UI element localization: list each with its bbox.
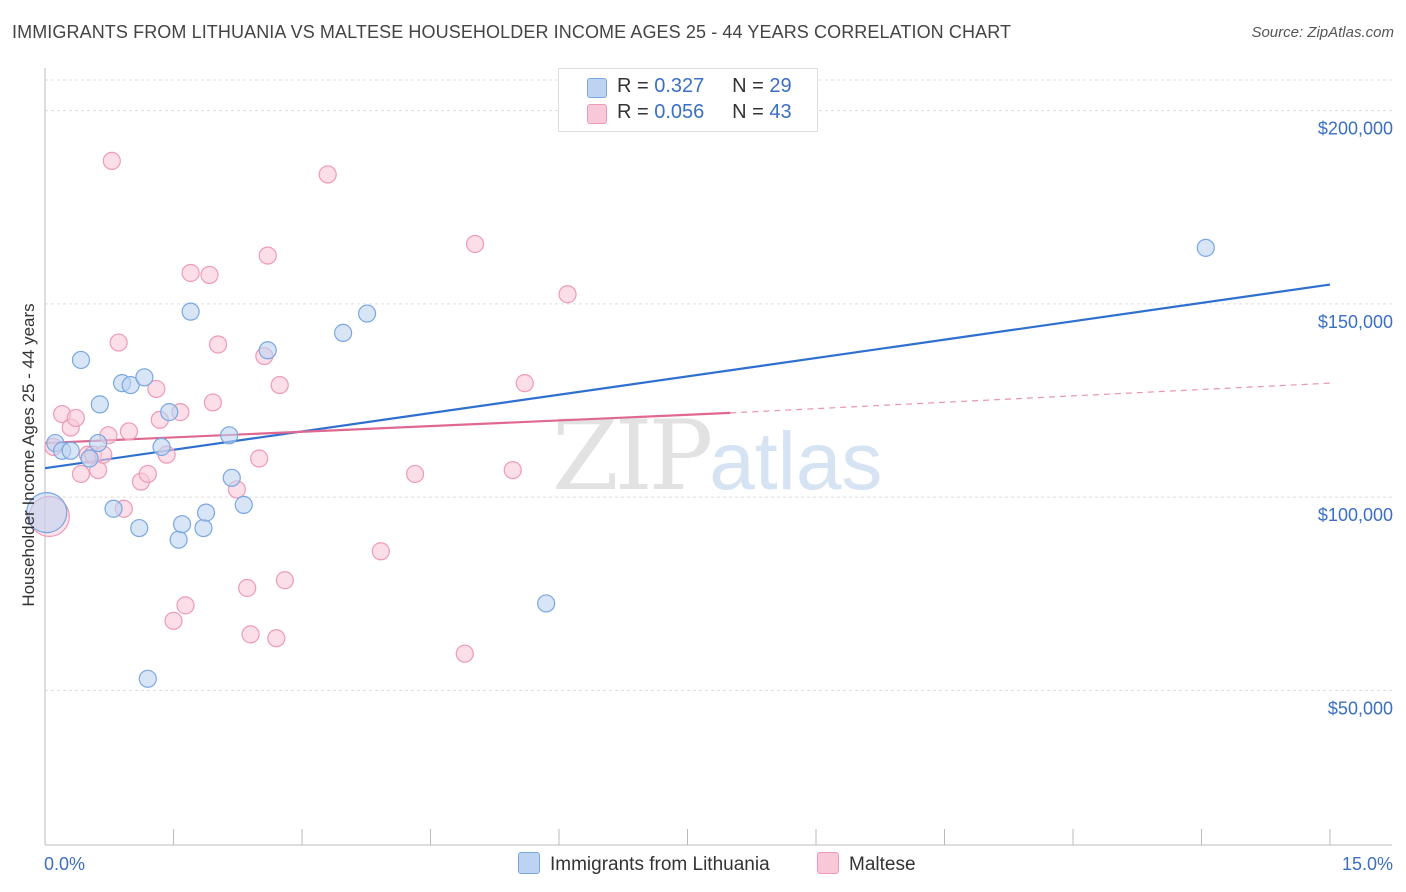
data-point	[160, 403, 179, 422]
data-point	[109, 333, 128, 352]
chart-source: Source: ZipAtlas.com	[1251, 24, 1394, 41]
y-tick-label: $50,000	[1328, 698, 1393, 718]
data-point	[172, 515, 192, 534]
data-point	[119, 422, 139, 441]
data-point	[270, 375, 289, 395]
data-point	[196, 503, 216, 522]
data-point	[503, 460, 522, 480]
data-point	[164, 611, 183, 630]
data-point	[181, 302, 200, 321]
correlation-legend: R = 0.327 N = 29 R = 0.056 N = 43	[558, 68, 818, 132]
watermark-atlas: atlas	[709, 416, 883, 507]
data-point	[234, 495, 253, 514]
data-point	[1196, 238, 1215, 257]
y-tick-label: $200,000	[1318, 119, 1393, 139]
zipatlas-watermark: ZIPatlas	[552, 400, 882, 512]
legend-swatch-maltese	[587, 104, 607, 124]
data-point	[138, 464, 157, 484]
bottom-legend-maltese: Maltese	[817, 852, 916, 876]
data-point	[222, 468, 241, 487]
data-point	[275, 571, 294, 590]
data-point	[71, 350, 91, 370]
data-point	[26, 492, 68, 534]
axes	[44, 68, 1392, 846]
data-point	[537, 594, 556, 613]
data-point	[102, 151, 121, 170]
data-point	[455, 644, 474, 663]
data-point	[71, 464, 91, 484]
data-point	[147, 379, 166, 399]
data-point	[61, 441, 80, 460]
data-point	[194, 518, 213, 538]
data-point	[371, 542, 390, 561]
data-point	[89, 433, 108, 453]
trend-lines	[44, 283, 1331, 470]
data-point	[200, 265, 219, 285]
data-point	[121, 375, 140, 395]
data-point	[152, 437, 171, 457]
legend-r-value: 0.056	[654, 101, 705, 123]
data-point	[558, 285, 577, 304]
data-point	[208, 335, 228, 354]
data-point	[258, 341, 277, 360]
trend-line-1	[44, 411, 731, 445]
x-tick-label: 15.0%	[1342, 854, 1393, 874]
data-point	[267, 629, 286, 648]
legend-r-label: R =	[617, 101, 649, 123]
data-point	[130, 518, 149, 538]
bottom-legend-label-lithuania: Immigrants from Lithuania	[550, 854, 770, 875]
legend-swatch-lithuania	[587, 78, 607, 98]
y-axis-label: Householder Income Ages 25 - 44 years	[19, 303, 38, 606]
legend-n-value: 29	[769, 75, 792, 97]
chart-title: IMMIGRANTS FROM LITHUANIA VS MALTESE HOU…	[12, 22, 1012, 42]
data-point	[135, 368, 154, 387]
data-point	[203, 393, 223, 412]
data-point	[66, 408, 85, 428]
bottom-legend-swatch-maltese	[817, 852, 839, 874]
bottom-legend-swatch-lithuania	[518, 852, 540, 874]
data-point	[169, 530, 188, 549]
data-point	[80, 449, 99, 468]
data-point	[241, 625, 260, 644]
data-point	[220, 426, 239, 445]
trend-line-dashed-1	[730, 382, 1331, 414]
data-point	[405, 464, 425, 484]
data-point	[515, 374, 534, 393]
legend-r-value: 0.327	[654, 75, 705, 97]
data-point	[176, 596, 195, 615]
y-tick-label: $100,000	[1318, 505, 1393, 525]
legend-n-label: N =	[732, 101, 764, 123]
x-tick-label: 0.0%	[44, 854, 85, 874]
data-point	[318, 165, 337, 184]
data-point	[358, 304, 377, 323]
data-points	[26, 151, 1215, 688]
legend-n-label: N =	[732, 75, 764, 97]
data-point	[90, 395, 109, 414]
data-point	[258, 246, 277, 265]
gridlines	[45, 79, 1392, 691]
data-point	[181, 263, 200, 283]
data-point	[250, 449, 269, 468]
bottom-legend-lithuania: Immigrants from Lithuania	[518, 852, 770, 876]
data-point	[465, 234, 485, 254]
legend-n-value: 43	[769, 101, 792, 123]
data-point	[238, 578, 257, 598]
data-point	[334, 323, 353, 342]
tick-labels: $50,000 $100,000 $150,000 $200,000 0.0% 15.0%	[44, 119, 1393, 874]
bottom-legend-label-maltese: Maltese	[849, 854, 916, 875]
y-tick-label: $150,000	[1318, 312, 1393, 332]
data-point	[138, 669, 157, 688]
data-point	[104, 499, 123, 518]
trend-line-0	[44, 283, 1331, 470]
legend-r-label: R =	[617, 75, 649, 97]
